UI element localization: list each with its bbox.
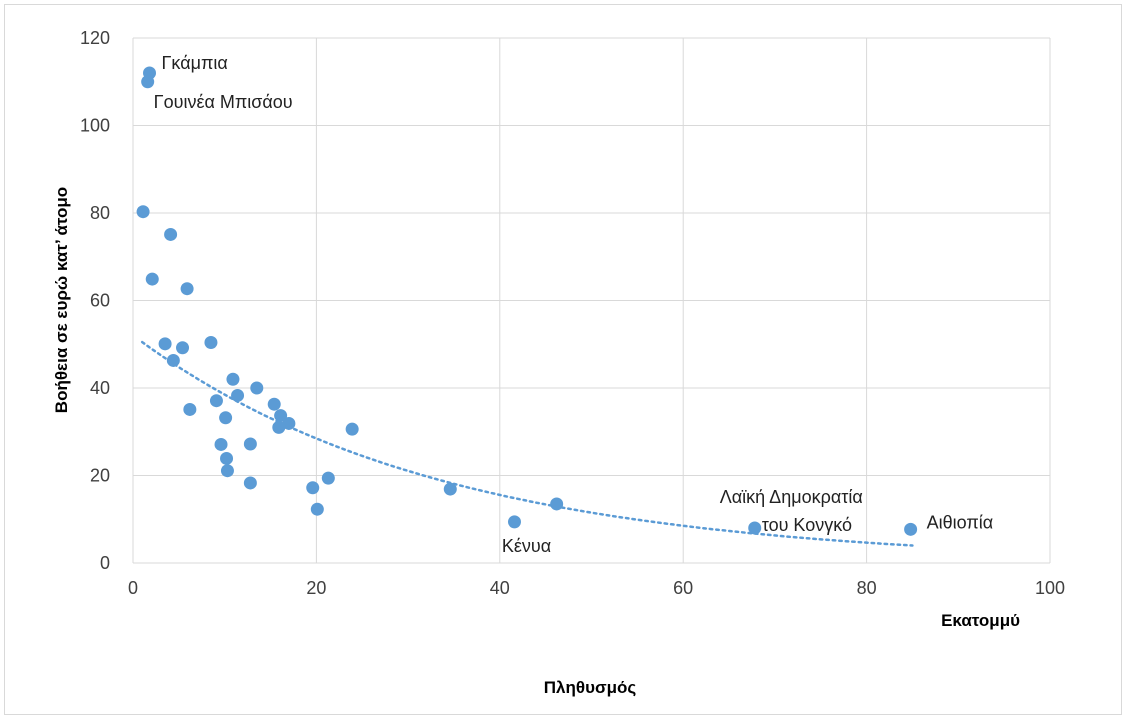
data-point bbox=[282, 416, 296, 430]
x-tick-label: 40 bbox=[490, 578, 510, 598]
x-tick-label: 80 bbox=[857, 578, 877, 598]
data-point bbox=[176, 341, 190, 355]
annotation-label: του Κονγκό bbox=[762, 515, 852, 535]
x-tick-label: 20 bbox=[306, 578, 326, 598]
data-point bbox=[164, 227, 178, 241]
x-tick-label: 100 bbox=[1035, 578, 1065, 598]
y-tick-label: 80 bbox=[90, 203, 110, 223]
annotation-label: Γουινέα Μπισάου bbox=[154, 92, 293, 112]
data-point bbox=[214, 437, 228, 451]
data-point bbox=[136, 205, 150, 219]
data-point bbox=[443, 482, 457, 496]
data-point bbox=[204, 336, 218, 349]
data-point bbox=[267, 397, 281, 411]
data-point bbox=[904, 522, 918, 536]
data-point bbox=[183, 402, 197, 416]
data-point bbox=[310, 502, 324, 516]
data-point bbox=[209, 394, 223, 408]
data-point bbox=[345, 422, 359, 436]
x-axis-title: Πληθυσμός bbox=[544, 678, 637, 697]
data-point bbox=[272, 420, 286, 434]
y-tick-labels: 0 20 40 60 80 100 120 bbox=[80, 28, 110, 573]
y-tick-label: 0 bbox=[100, 553, 110, 573]
data-point bbox=[220, 451, 234, 465]
data-point bbox=[219, 411, 233, 425]
x-tick-labels: 0 20 40 60 80 100 bbox=[128, 578, 1065, 598]
points-group bbox=[136, 66, 918, 536]
annotation-label: Γκάμπια bbox=[162, 53, 228, 73]
x-tick-label: 0 bbox=[128, 578, 138, 598]
trendline bbox=[140, 340, 914, 547]
data-point bbox=[507, 515, 521, 529]
trendline-group bbox=[140, 340, 914, 547]
data-point bbox=[166, 353, 180, 367]
data-point bbox=[243, 437, 257, 451]
data-point bbox=[141, 75, 155, 89]
data-point bbox=[274, 409, 288, 423]
data-point bbox=[243, 476, 257, 490]
data-point bbox=[748, 521, 762, 535]
data-point bbox=[145, 272, 159, 286]
annotation-label: Αιθιοπία bbox=[927, 512, 994, 532]
data-point bbox=[550, 497, 564, 511]
data-point bbox=[220, 464, 234, 478]
chart-frame bbox=[4, 4, 1122, 715]
annotation-label: Κένυα bbox=[502, 536, 551, 556]
grid bbox=[132, 37, 1051, 564]
data-point bbox=[226, 372, 240, 386]
data-point bbox=[250, 381, 264, 395]
y-tick-label: 120 bbox=[80, 28, 110, 48]
y-tick-label: 20 bbox=[90, 466, 110, 486]
annotations: Γκάμπια Γουινέα Μπισάου Κένυα Λαϊκή Δημοκρα… bbox=[154, 53, 994, 556]
y-axis-title: Βοήθεια σε ευρώ κατ’ άτομο bbox=[52, 187, 71, 413]
x-axis-unit-label: Εκατομμύ bbox=[941, 611, 1020, 630]
data-point bbox=[321, 471, 335, 485]
x-tick-label: 60 bbox=[673, 578, 693, 598]
annotation-label: Λαϊκή Δημοκρατία bbox=[720, 487, 863, 507]
data-point bbox=[158, 337, 172, 351]
data-point bbox=[180, 282, 194, 296]
y-tick-label: 40 bbox=[90, 378, 110, 398]
data-point bbox=[231, 388, 245, 402]
y-tick-label: 60 bbox=[90, 291, 110, 311]
data-point bbox=[306, 481, 320, 495]
y-tick-label: 100 bbox=[80, 116, 110, 136]
